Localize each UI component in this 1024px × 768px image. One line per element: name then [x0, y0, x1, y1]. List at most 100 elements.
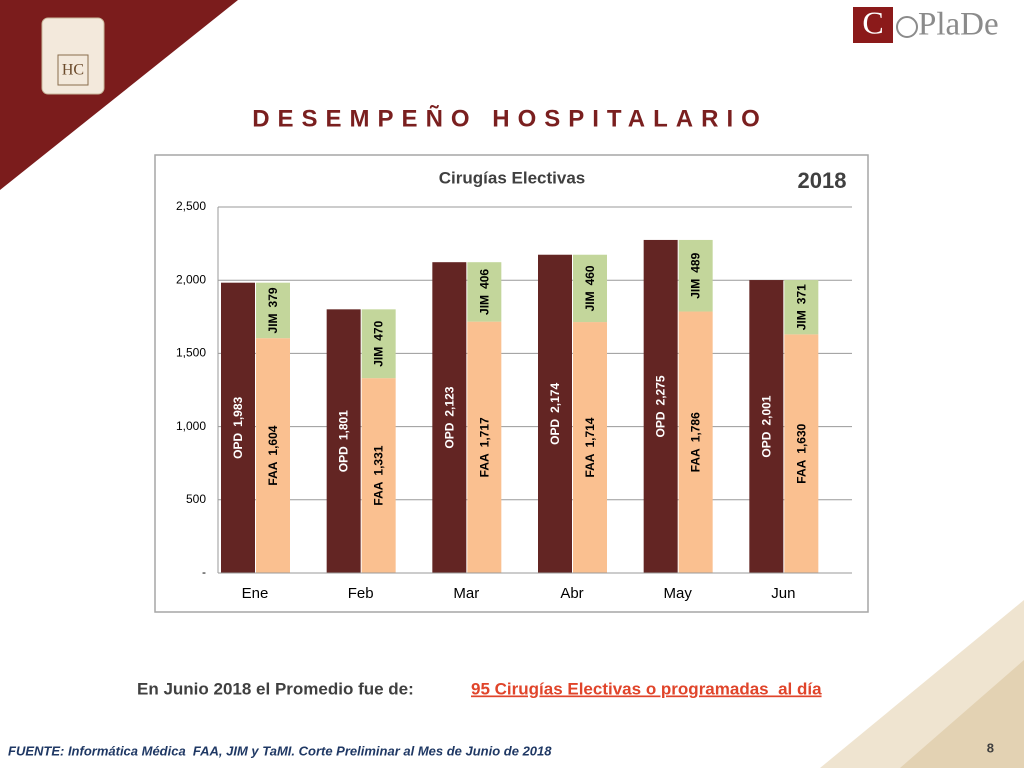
value-label: FAA 1,786 — [689, 412, 703, 472]
series-name: JIM — [689, 279, 703, 299]
value-label: FAA 1,604 — [266, 425, 280, 485]
value-label: OPD 2,001 — [760, 395, 774, 457]
value-text: 1,331 — [372, 445, 386, 475]
x-tick-label: Mar — [453, 585, 479, 602]
bar — [784, 280, 819, 335]
series-name: OPD — [231, 433, 245, 459]
value-text: 371 — [795, 284, 809, 304]
bar — [326, 309, 361, 573]
value-text: 489 — [689, 252, 703, 272]
series-name: OPD — [337, 446, 351, 472]
series-name: JIM — [795, 310, 809, 330]
value-label: OPD 2,123 — [443, 386, 457, 448]
y-tick-label: - — [202, 565, 206, 579]
series-name: JIM — [583, 291, 597, 311]
value-text: 1,983 — [231, 396, 245, 426]
value-text: 379 — [266, 287, 280, 307]
value-text: 1,630 — [795, 423, 809, 453]
value-label: FAA 1,331 — [372, 445, 386, 505]
value-label: OPD 1,801 — [337, 410, 351, 472]
value-label: JIM 406 — [478, 269, 492, 315]
logo-box — [853, 7, 893, 43]
series-name: OPD — [654, 411, 668, 437]
series-name: OPD — [548, 419, 562, 445]
highlight-text: 95 Cirugías Electivas o programadas al d… — [471, 679, 822, 698]
series-name: OPD — [443, 422, 457, 448]
value-label: FAA 1,714 — [583, 417, 597, 477]
bar — [432, 262, 467, 573]
bar — [467, 262, 502, 322]
series-name: FAA — [689, 448, 703, 472]
value-label: JIM 371 — [795, 284, 809, 330]
bar — [256, 282, 290, 339]
value-text: 406 — [478, 269, 492, 289]
plot: - 500 1,000 1,500 2,000 2,500 Ene OPD 1,983 FAA 1,… — [176, 199, 852, 602]
y-tick-label: 2,500 — [176, 199, 206, 213]
series-name: FAA — [372, 481, 386, 505]
value-text: 1,717 — [478, 417, 492, 447]
bar — [784, 334, 819, 573]
value-label: OPD 1,983 — [231, 396, 245, 458]
series-name: JIM — [266, 313, 280, 333]
slide-title: DESEMPEÑO HOSPITALARIO — [252, 104, 768, 132]
x-tick-label: Ene — [242, 585, 269, 602]
series-name: FAA — [266, 461, 280, 485]
bar — [643, 239, 678, 573]
corner-decor — [900, 660, 1024, 768]
bar — [749, 280, 784, 573]
page-number: 8 — [987, 740, 994, 755]
value-label: FAA 1,717 — [478, 417, 492, 477]
bar — [538, 254, 572, 574]
logo-initial: C — [862, 4, 883, 40]
value-label: JIM 470 — [372, 320, 386, 366]
x-tick-label: May — [663, 585, 692, 602]
bar — [678, 311, 713, 573]
value-text: 2,001 — [760, 395, 774, 425]
series-name: FAA — [478, 453, 492, 477]
x-tick-label: Jun — [771, 585, 795, 602]
value-label: JIM 460 — [583, 265, 597, 311]
value-text: 1,714 — [583, 417, 597, 447]
y-tick-label: 1,000 — [176, 419, 206, 433]
crest-logo: HC — [41, 17, 105, 95]
value-text: 2,174 — [548, 383, 562, 413]
logo-text: PlaDe — [918, 7, 999, 43]
bar — [361, 378, 396, 573]
series-name: OPD — [760, 431, 774, 457]
value-text: 1,801 — [337, 410, 351, 440]
series-name: JIM — [372, 347, 386, 367]
value-text: 460 — [583, 265, 597, 285]
value-text: 470 — [372, 320, 386, 340]
value-text: 1,786 — [689, 412, 703, 442]
series-name: FAA — [795, 459, 809, 483]
bar — [361, 309, 396, 379]
bar — [678, 239, 713, 312]
value-label: JIM 489 — [689, 252, 703, 298]
x-tick-label: Abr — [560, 585, 583, 602]
svg-text:HC: HC — [62, 62, 84, 79]
y-tick-label: 2,000 — [176, 272, 206, 286]
value-label: OPD 2,174 — [548, 383, 562, 445]
series-name: JIM — [478, 295, 492, 315]
bar — [221, 282, 255, 573]
value-label: OPD 2,275 — [654, 375, 668, 437]
y-tick-label: 1,500 — [176, 346, 206, 360]
chart-subtitle: 2018 — [798, 168, 847, 193]
value-label: JIM 379 — [266, 287, 280, 333]
series-name: FAA — [583, 453, 597, 477]
x-tick-label: Feb — [348, 585, 374, 602]
value-text: 2,123 — [443, 386, 457, 416]
bar — [573, 322, 607, 573]
value-text: 1,604 — [266, 425, 280, 455]
value-label: FAA 1,630 — [795, 423, 809, 483]
summary-text: En Junio 2018 el Promedio fue de: — [137, 679, 414, 698]
logo-icon — [896, 16, 918, 38]
value-text: 2,275 — [654, 375, 668, 405]
source-text: FUENTE: Informática Médica FAA, JIM y Ta… — [8, 743, 552, 758]
y-tick-label: 500 — [186, 492, 206, 506]
bar — [256, 338, 290, 573]
bar — [573, 254, 607, 323]
chart-title: Cirugías Electivas — [439, 168, 585, 187]
bar — [467, 321, 502, 573]
